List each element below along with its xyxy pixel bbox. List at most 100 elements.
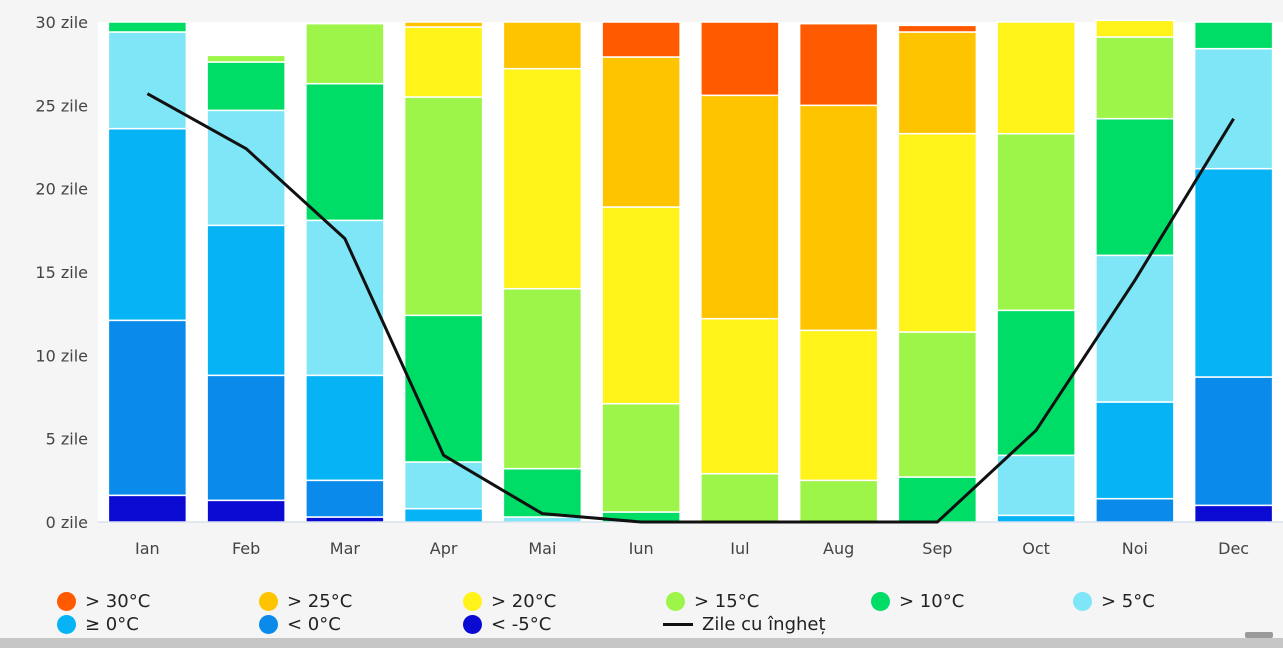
bar-segment[interactable] [1095,117,1175,257]
frost-days-line[interactable] [146,92,1235,524]
legend-item-gt5[interactable]: > 5°C [1073,591,1155,612]
bar-segment[interactable] [601,56,681,208]
bar-segment[interactable] [206,499,286,523]
bar-segment[interactable] [700,317,780,475]
bar-segment[interactable] [206,374,286,502]
bar-segment[interactable] [897,132,978,333]
bar-segment[interactable] [996,514,1076,523]
resize-handle[interactable] [1245,632,1273,638]
legend-item-gt30[interactable]: > 30°C [57,591,150,612]
bar-segment[interactable] [206,224,286,377]
bar-segment[interactable] [502,21,583,70]
bar-segment[interactable] [897,331,978,478]
bar-segment[interactable] [798,479,879,523]
y-tick-label: 20 zile [35,180,88,199]
bar-segment[interactable] [107,31,188,130]
legend-dot [1073,592,1092,611]
bar-segment[interactable] [1193,47,1274,170]
bar-segment[interactable] [897,476,978,523]
legend-label: > 30°C [85,591,151,612]
legend-label: > 20°C [491,591,557,612]
bar-segment[interactable] [305,374,385,482]
bar-segment[interactable] [403,461,484,510]
bar-segment[interactable] [107,494,188,523]
bar-segment[interactable] [1095,19,1175,38]
bar-segment[interactable] [996,454,1076,517]
bar-segment[interactable] [601,206,681,405]
bar-segment[interactable] [1095,401,1175,500]
bar-segment[interactable] [1193,504,1274,523]
legend-dot [57,592,76,611]
bar-segment[interactable] [107,319,188,497]
bar-segment[interactable] [897,31,978,135]
legend-label: > 5°C [1101,591,1155,612]
legend-line-swatch [663,623,693,626]
bar-segment[interactable] [897,24,978,33]
y-tick-label: 10 zile [35,346,88,365]
plot-area [98,22,1283,522]
legend-item-lt-5[interactable]: < -5°C [463,614,551,635]
bar-segment[interactable] [403,26,484,98]
bar-segment[interactable] [798,104,879,332]
bar-segment[interactable] [107,127,188,322]
bar-segment[interactable] [1193,21,1274,50]
legend-item-gt10[interactable]: > 10°C [871,591,964,612]
bar-segment[interactable] [403,314,484,463]
bar-segment[interactable] [700,21,780,97]
y-axis: 0 zile 5 zile 10 zile 15 zile 20 zile 25 zile… [35,13,88,532]
bar-segment[interactable] [996,21,1076,135]
bar-segment[interactable] [1095,36,1175,120]
x-tick-label: Dec [1218,539,1249,558]
y-tick-label: 5 zile [46,430,88,449]
legend-item-frost-days[interactable]: Zile cu îngheț [663,614,826,635]
x-tick-label: Iul [730,539,749,558]
bar-segment[interactable] [601,21,681,58]
bar-segment[interactable] [403,507,484,523]
bar-segment[interactable] [305,82,385,222]
x-tick-label: Oct [1022,539,1050,558]
legend-item-gt25[interactable]: > 25°C [259,591,352,612]
legend-dot [871,592,890,611]
legend-label: ≥ 0°C [85,614,139,635]
bar-segment[interactable] [1193,167,1274,378]
legend-item-gt15[interactable]: > 15°C [666,591,759,612]
x-tick-label: Ian [135,539,160,558]
y-tick-label: 0 zile [46,513,88,532]
legend-dot [259,615,278,634]
x-tick-label: Noi [1122,539,1148,558]
bar-segment[interactable] [206,54,286,63]
bar-segment[interactable] [1095,254,1175,403]
legend-label: < 0°C [287,614,341,635]
bar-segment[interactable] [305,22,385,85]
bar-segment[interactable] [996,309,1076,457]
bar-segment[interactable] [700,472,780,523]
legend-label: > 25°C [287,591,353,612]
legend-dot [666,592,685,611]
horizontal-scrollbar[interactable] [0,638,1283,648]
bar-segment[interactable] [996,132,1076,312]
bar-segment[interactable] [206,109,286,227]
bar-segment[interactable] [798,22,879,107]
x-tick-label: Iun [629,539,654,558]
y-tick-label: 25 zile [35,96,88,115]
x-tick-label: Apr [430,539,458,558]
bar-segment[interactable] [502,516,583,523]
bar-segment[interactable] [502,67,583,290]
bar-segment[interactable] [700,94,780,320]
bar-segment[interactable] [1193,376,1274,507]
bar-segment[interactable] [798,329,879,482]
bar-segment[interactable] [502,287,583,470]
legend-item-lt0[interactable]: < 0°C [259,614,341,635]
bar-segment[interactable] [206,61,286,112]
legend-item-ge0[interactable]: ≥ 0°C [57,614,139,635]
bar-segment[interactable] [1095,497,1175,523]
bar-segment[interactable] [403,96,484,317]
bar-segment[interactable] [502,467,583,518]
bars-group [98,19,1283,523]
bar-segment[interactable] [305,479,385,518]
bar-segment[interactable] [403,21,484,28]
legend-item-gt20[interactable]: > 20°C [463,591,556,612]
frost-line-layer [146,92,1235,524]
bar-segment[interactable] [107,21,188,33]
bar-segment[interactable] [601,402,681,513]
